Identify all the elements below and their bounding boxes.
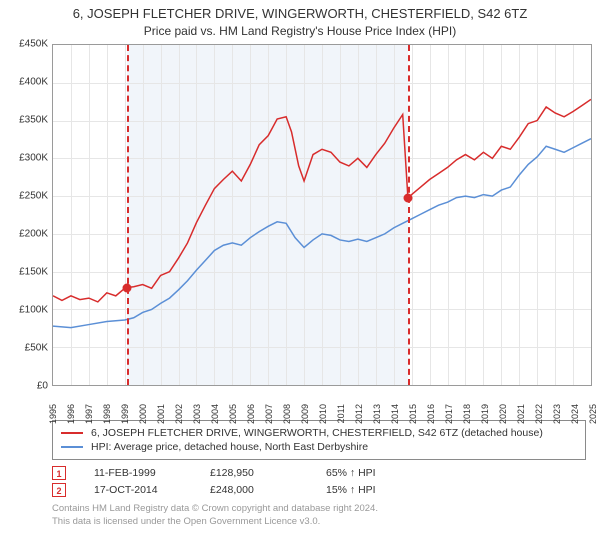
legend: 6, JOSEPH FLETCHER DRIVE, WINGERWORTH, C… — [52, 420, 586, 460]
x-tick-label: 2015 — [408, 404, 418, 424]
y-tick-label: £300K — [19, 153, 48, 164]
x-tick-label: 1998 — [102, 404, 112, 424]
y-tick-label: £350K — [19, 115, 48, 126]
x-tick-label: 2001 — [156, 404, 166, 424]
x-tick-label: 1997 — [84, 404, 94, 424]
sale-number-box: 2 — [52, 483, 66, 497]
sale-dot — [403, 193, 412, 202]
attribution: Contains HM Land Registry data © Crown c… — [52, 503, 586, 529]
sales-date: 17-OCT-2014 — [94, 484, 182, 496]
x-tick-label: 2011 — [336, 404, 346, 423]
series-property — [53, 99, 591, 301]
chart-lines — [53, 45, 591, 385]
x-tick-label: 2012 — [354, 404, 364, 424]
x-tick-label: 1996 — [66, 404, 76, 424]
x-tick-label: 2020 — [498, 404, 508, 424]
legend-row: HPI: Average price, detached house, Nort… — [61, 441, 577, 453]
x-tick-label: 1999 — [120, 404, 130, 424]
sales-delta: 15% ↑ HPI — [326, 484, 414, 496]
y-tick-label: £150K — [19, 267, 48, 278]
sales-delta: 65% ↑ HPI — [326, 467, 414, 479]
legend-swatch — [61, 446, 83, 448]
legend-label: HPI: Average price, detached house, Nort… — [91, 441, 368, 453]
sales-price: £248,000 — [210, 484, 298, 496]
x-tick-label: 2008 — [282, 404, 292, 424]
sale-line — [127, 45, 129, 385]
x-tick-label: 2024 — [570, 404, 580, 424]
x-tick-label: 2009 — [300, 404, 310, 424]
title-main: 6, JOSEPH FLETCHER DRIVE, WINGERWORTH, C… — [10, 6, 590, 21]
y-tick-label: £200K — [19, 229, 48, 240]
x-tick-label: 2019 — [480, 404, 490, 424]
x-tick-label: 2000 — [138, 404, 148, 424]
sales-table: 1 11-FEB-1999 £128,950 65% ↑ HPI 2 17-OCT-201… — [52, 466, 586, 497]
y-tick-label: £0 — [37, 381, 48, 392]
y-tick-label: £450K — [19, 39, 48, 50]
legend-label: 6, JOSEPH FLETCHER DRIVE, WINGERWORTH, C… — [91, 427, 543, 439]
sales-row: 1 11-FEB-1999 £128,950 65% ↑ HPI — [52, 466, 586, 480]
x-tick-label: 2006 — [246, 404, 256, 424]
x-tick-label: 2025 — [588, 404, 598, 424]
x-tick-label: 2002 — [174, 404, 184, 424]
sales-date: 11-FEB-1999 — [94, 467, 182, 479]
x-tick-label: 2004 — [210, 404, 220, 424]
x-tick-label: 2014 — [390, 404, 400, 424]
x-tick-label: 2016 — [426, 404, 436, 424]
legend-swatch — [61, 432, 83, 434]
x-tick-label: 2005 — [228, 404, 238, 424]
x-tick-label: 2021 — [516, 404, 526, 424]
plot-area: 12 — [52, 44, 592, 386]
title-block: 6, JOSEPH FLETCHER DRIVE, WINGERWORTH, C… — [0, 0, 600, 40]
attribution-line: Contains HM Land Registry data © Crown c… — [52, 503, 586, 516]
x-tick-label: 2007 — [264, 404, 274, 424]
x-tick-label: 2010 — [318, 404, 328, 424]
x-tick-label: 2017 — [444, 404, 454, 424]
y-tick-label: £50K — [25, 343, 48, 354]
x-tick-label: 1995 — [48, 404, 58, 424]
y-tick-label: £100K — [19, 305, 48, 316]
x-tick-label: 2023 — [552, 404, 562, 424]
legend-row: 6, JOSEPH FLETCHER DRIVE, WINGERWORTH, C… — [61, 427, 577, 439]
sales-price: £128,950 — [210, 467, 298, 479]
sale-dot — [122, 283, 131, 292]
x-tick-label: 2003 — [192, 404, 202, 424]
sales-row: 2 17-OCT-2014 £248,000 15% ↑ HPI — [52, 483, 586, 497]
attribution-line: This data is licensed under the Open Gov… — [52, 516, 586, 529]
chart: £0 £50K £100K £150K £200K £250K £300K £350K £400… — [8, 44, 592, 414]
x-tick-label: 2018 — [462, 404, 472, 424]
y-tick-label: £400K — [19, 77, 48, 88]
series-hpi — [53, 139, 591, 328]
y-tick-label: £250K — [19, 191, 48, 202]
sale-number-box: 1 — [52, 466, 66, 480]
sale-line — [408, 45, 410, 385]
y-axis: £0£50K£100K£150K£200K£250K£300K£350K£400… — [8, 44, 52, 386]
title-sub: Price paid vs. HM Land Registry's House … — [10, 24, 590, 38]
x-tick-label: 2013 — [372, 404, 382, 424]
x-tick-label: 2022 — [534, 404, 544, 424]
x-axis: 1995199619971998199920002001200220032004… — [52, 386, 592, 414]
